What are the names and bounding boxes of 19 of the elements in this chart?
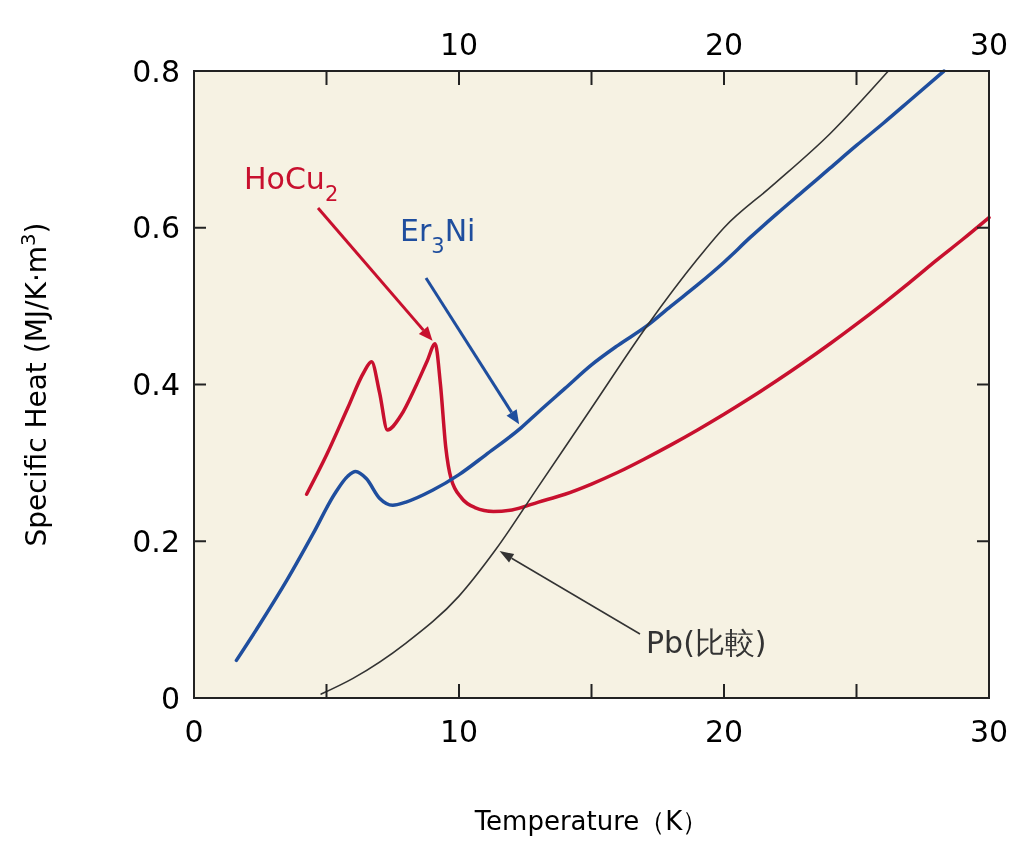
line-series <box>320 70 890 695</box>
x-tick-label: 30 <box>969 714 1009 749</box>
x2-tick-label: 30 <box>969 27 1009 62</box>
line-series <box>234 69 946 663</box>
y-tick-label: 0.6 <box>132 210 180 246</box>
x-tick-label: 10 <box>439 714 479 749</box>
y-tick-label: 0.8 <box>132 53 180 89</box>
x2-tick-label: 20 <box>704 27 744 62</box>
text: Er$_{3}$Ni <box>400 213 476 258</box>
x-tick-label: 20 <box>704 714 744 749</box>
y-tick-label: 0.2 <box>132 523 180 559</box>
x-axis-title: Temperature（K） <box>473 806 709 836</box>
line-series <box>304 215 991 514</box>
y-tick-label: 0.4 <box>132 367 180 402</box>
text: HoCu$_{2}$ <box>244 161 339 206</box>
x2-tick-label: 10 <box>439 27 479 62</box>
text: Pb(比較) <box>646 625 767 660</box>
y-tick-label: 0 <box>160 680 180 716</box>
x-tick-label: 0 <box>184 714 204 749</box>
